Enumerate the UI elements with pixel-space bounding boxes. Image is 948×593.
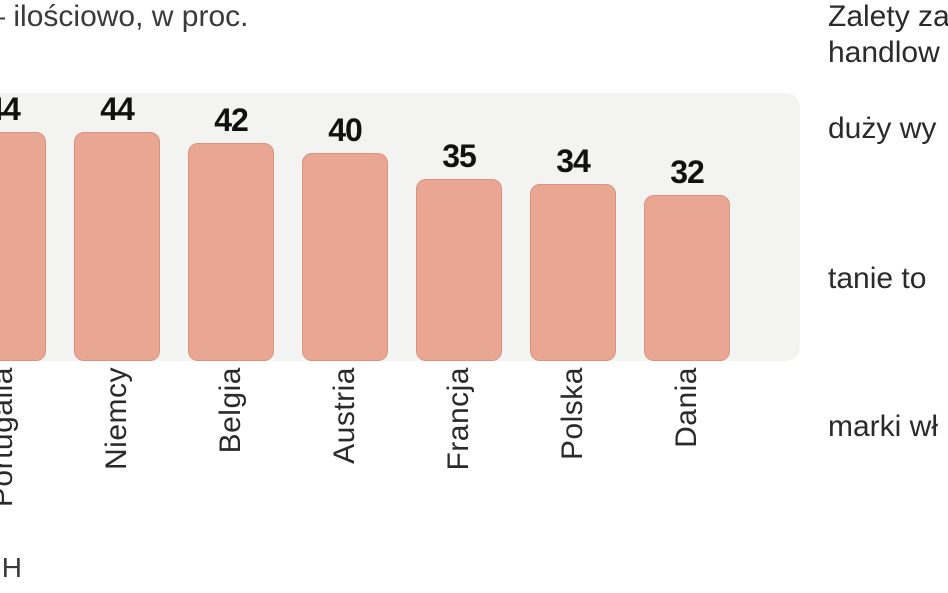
bar-value-label: 44 — [0, 91, 20, 128]
right-text-line: marki wł — [828, 410, 938, 443]
bar-wrap: 32 — [642, 154, 732, 361]
category-label: Portugalia — [0, 367, 48, 527]
source-text: GH — [0, 552, 22, 584]
bar-value-label: 32 — [670, 154, 704, 191]
bars-container: 44 44 42 40 35 34 — [0, 85, 800, 361]
bar-value-label: 44 — [100, 91, 134, 128]
bar — [74, 132, 160, 361]
bar-wrap: 34 — [528, 143, 618, 361]
category-label: Dania — [642, 367, 732, 527]
bar-value-label: 40 — [328, 112, 362, 149]
bar-chart: 44 44 42 40 35 34 — [0, 85, 800, 545]
chart-title: ami własnymi – ilościowo, w proc. — [0, 0, 248, 34]
bar — [188, 143, 274, 361]
category-labels: Portugalia Niemcy Belgia Austria Francja… — [0, 367, 800, 527]
category-label: Francja — [414, 367, 504, 527]
bar — [644, 195, 730, 361]
right-text-line: Zalety za — [828, 0, 948, 33]
bar-wrap: 40 — [300, 112, 390, 361]
bar-value-label: 42 — [214, 102, 248, 139]
bar-wrap: 42 — [186, 102, 276, 361]
bar-wrap: 44 — [72, 91, 162, 361]
right-text-line: handlow — [828, 36, 940, 69]
category-label: Niemcy — [72, 367, 162, 527]
bar-value-label: 34 — [556, 143, 590, 180]
category-label: Polska — [528, 367, 618, 527]
bar-wrap: 44 — [0, 91, 48, 361]
right-text-line: tanie to — [828, 262, 926, 295]
right-text-line: duży wy — [828, 112, 936, 145]
bar-value-label: 35 — [442, 138, 476, 175]
bar — [0, 132, 46, 361]
bar — [416, 179, 502, 361]
bar — [530, 184, 616, 361]
category-label: Belgia — [186, 367, 276, 527]
bar-wrap: 35 — [414, 138, 504, 361]
category-label: Austria — [300, 367, 390, 527]
bar — [302, 153, 388, 361]
